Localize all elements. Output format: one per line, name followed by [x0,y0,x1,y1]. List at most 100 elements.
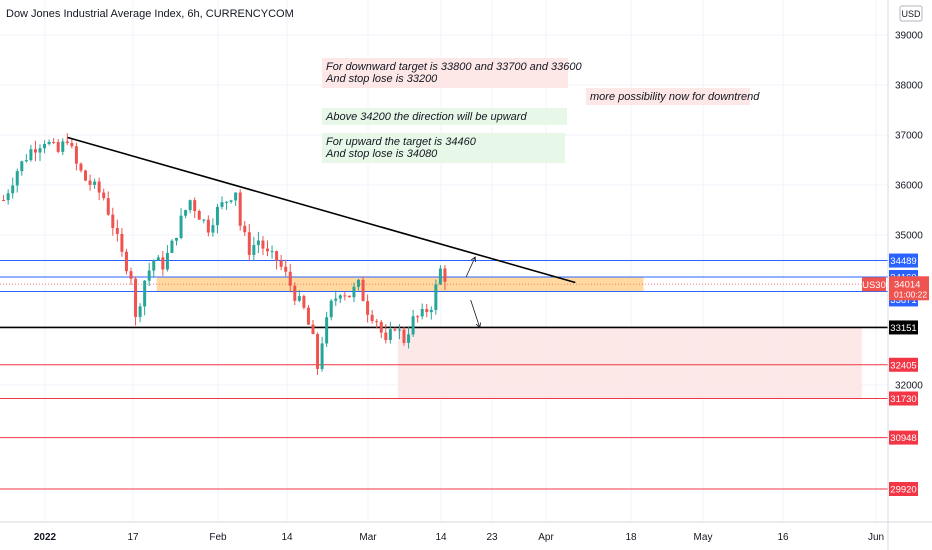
time-tick-label: 2022 [34,532,57,543]
candle-body [106,198,110,215]
candle-body [179,215,183,238]
candle-body [165,252,169,270]
time-tick-label: May [694,532,713,543]
candle-up [24,154,28,163]
candle-down [425,303,429,318]
currency-button[interactable] [899,5,923,22]
candle-down [70,138,74,149]
badge-text: 30948 [890,433,916,444]
candle-down [193,197,197,219]
badge-text: 33871 [890,295,916,306]
candle-down [161,250,165,276]
arrow-down[interactable] [470,299,482,329]
price-axis[interactable]: 39000 38000 37000 36000 35000 32000 [895,31,923,392]
candle-down [402,326,406,346]
candle-up [61,138,65,156]
candle-body [220,202,224,207]
time-tick-label: 23 [486,532,498,543]
candle-up [320,336,324,372]
time-tick-label: Apr [538,532,554,543]
candle-down [393,327,397,332]
candle-down [379,319,383,339]
price-tick-label: 37000 [895,131,923,142]
price-badge-32405: 32405 [889,357,918,372]
candle-body [11,185,15,194]
candle-body [429,309,433,313]
candle-up [397,324,401,340]
arrow-shaft [465,256,476,278]
candle-down [243,221,247,237]
candle-body [379,322,383,333]
arrow-up[interactable] [465,256,476,278]
candle-body [266,248,269,252]
candle-down [134,276,138,326]
badge-bg [889,391,918,406]
badge-text: 32405 [890,360,916,371]
support-resistance-zone [156,277,644,292]
candle-up [420,303,424,320]
time-axis[interactable]: 2022 17 Feb 14 Mar 14 23 Apr 18 May 16 Jun [34,532,884,543]
candle-down [74,142,78,171]
candle-down [375,319,379,329]
candle-body [420,308,424,317]
candle-body [293,285,297,301]
candle-body [61,141,65,152]
note-text: And stop lose is 34080 [325,148,438,160]
annotations[interactable]: For downward target is 33800 and 33700 a… [322,58,760,163]
drawings[interactable] [67,136,576,329]
note-possibility[interactable]: more possibility now for downtrend [586,88,760,105]
badge-text: 33151 [890,323,916,334]
candle-body [84,170,87,181]
note-downward[interactable]: For downward target is 33800 and 33700 a… [322,58,583,88]
note-above[interactable]: Above 34200 the direction will be upward [322,108,567,125]
horizontal-levels[interactable] [0,260,888,490]
candle-up [229,199,233,204]
candle-down [120,228,124,257]
candle-up [20,160,24,176]
candle-down [97,177,101,201]
candle-down [384,324,388,344]
candle-body [366,301,370,315]
candle-up [165,245,169,272]
candle-body [407,334,411,343]
candle-up [357,278,360,291]
candle-up [170,239,174,254]
candle-body [175,237,178,241]
candle-body [33,149,37,153]
candle-body [397,329,401,331]
candle-body [343,295,347,297]
candle-up [338,293,342,303]
price-tick-label: 39000 [895,31,923,42]
price-tick-label: 38000 [895,81,923,92]
candle-up [270,245,274,259]
candle-body [302,296,306,308]
candle-body [288,271,292,286]
candle-body [252,245,256,255]
badge-bg [889,430,918,445]
candle-down [56,139,60,154]
arrow-head [475,322,482,329]
candle-body [6,193,10,201]
candle-body [402,329,406,343]
time-tick-label: Mar [359,532,377,543]
candle-body [316,334,320,369]
candles [2,133,447,375]
trendline[interactable] [67,136,576,284]
candle-up [138,303,142,323]
candle-down [33,140,37,162]
current-price-symbol[interactable]: US30 [862,277,886,292]
candle-down [316,332,320,375]
arrow-head [470,256,476,263]
time-tick-label: 14 [281,532,293,543]
symbol-badge-text: US30 [862,280,886,291]
note-box [586,88,750,105]
countdown-timer: 01:00:22 [894,289,927,299]
candle-up [6,189,10,205]
candle-body [156,257,160,261]
candle-body [197,211,201,220]
downside-target-zone [397,327,862,399]
candle-down [2,194,6,202]
